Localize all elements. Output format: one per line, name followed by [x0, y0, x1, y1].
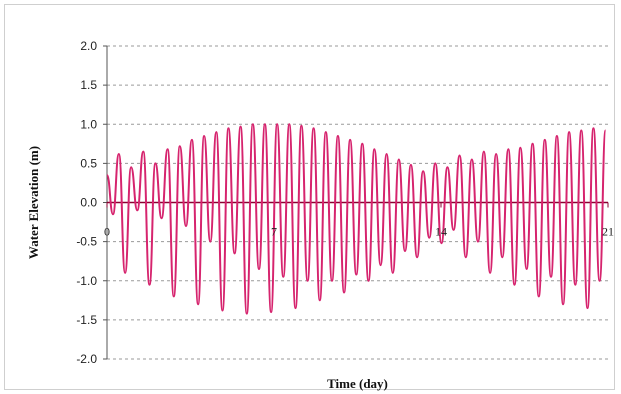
y-axis-title: Water Elevation (m) [26, 146, 41, 259]
tick-labels: 2.0 1.5 1.0 0.5 0.0 -0.5 -1.0 -1.5 -2.0 0 7 14 21 [76, 39, 614, 366]
x-tick-label: 21 [602, 225, 614, 239]
water-elevation-line [106, 123, 607, 315]
chart-frame [4, 4, 615, 390]
y-tick-label: 1.0 [80, 117, 97, 131]
y-tick-label: -1.5 [76, 313, 97, 327]
y-tick-label: 0.0 [80, 196, 97, 210]
x-tick-label: 0 [104, 225, 110, 239]
y-tick-label: 0.5 [80, 156, 97, 170]
y-tick-label: -0.5 [76, 235, 97, 249]
x-axis-title: Time (day) [327, 376, 388, 391]
axes [103, 45, 609, 360]
x-tick-label: 14 [435, 225, 447, 239]
y-tick-label: -1.0 [76, 274, 97, 288]
y-tick-label: -2.0 [76, 352, 97, 366]
series-layer [106, 123, 607, 315]
x-tick-label: 7 [271, 225, 277, 239]
y-tick-label: 2.0 [80, 39, 97, 53]
y-tick-label: 1.5 [80, 78, 97, 92]
